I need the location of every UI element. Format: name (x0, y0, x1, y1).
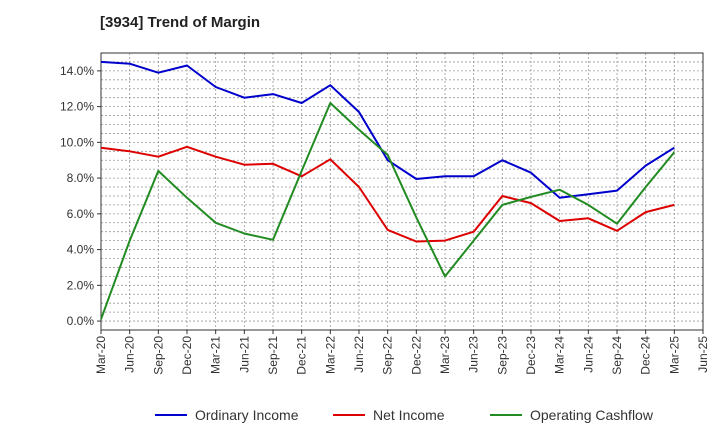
x-tick-label: Sep-22 (381, 336, 395, 375)
x-tick-label: Dec-20 (180, 336, 194, 375)
x-tick-label: Dec-23 (524, 336, 538, 375)
x-tick-label: Jun-23 (467, 336, 481, 373)
x-tick-label: Mar-20 (94, 336, 108, 374)
x-tick-label: Mar-25 (667, 336, 681, 374)
x-tick-label: Jun-24 (581, 336, 595, 373)
legend-label: Ordinary Income (195, 407, 299, 423)
x-tick-label: Dec-22 (409, 336, 423, 375)
x-tick-label: Jun-20 (123, 336, 137, 373)
y-tick-label: 12.0% (60, 100, 94, 114)
legend-label: Operating Cashflow (530, 407, 654, 423)
y-tick-label: 2.0% (67, 278, 95, 292)
chart-title: [3934] Trend of Margin (100, 14, 261, 31)
legend-label: Net Income (373, 407, 445, 423)
y-tick-label: 10.0% (60, 135, 94, 149)
y-tick-label: 8.0% (67, 171, 95, 185)
plot-border (100, 52, 704, 331)
x-tick-label: Dec-21 (295, 336, 309, 375)
x-tick-label: Sep-23 (495, 336, 509, 375)
x-tick-label: Jun-25 (696, 336, 710, 373)
x-tick-label: Mar-22 (323, 336, 337, 374)
x-tick-label: Mar-23 (438, 336, 452, 374)
x-tick-label: Jun-22 (352, 336, 366, 373)
x-tick-label: Sep-24 (610, 336, 624, 375)
y-tick-label: 14.0% (60, 64, 94, 78)
series-line (100, 60, 675, 199)
x-tick-label: Mar-24 (553, 336, 567, 374)
x-tick-label: Sep-21 (266, 336, 280, 375)
x-tick-label: Dec-24 (639, 336, 653, 375)
series-line (100, 102, 676, 320)
y-tick-label: 0.0% (67, 314, 95, 328)
y-tick-label: 6.0% (67, 207, 95, 221)
x-tick-label: Mar-21 (209, 336, 223, 374)
series-line (100, 145, 675, 243)
x-tick-label: Sep-20 (151, 336, 165, 375)
y-tick-label: 4.0% (67, 243, 95, 257)
x-tick-label: Jun-21 (237, 336, 251, 373)
